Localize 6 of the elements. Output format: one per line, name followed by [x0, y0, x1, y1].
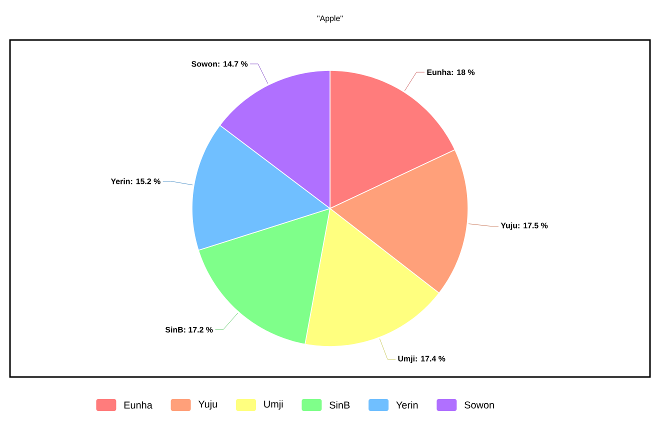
legend-label: SinB	[330, 401, 350, 409]
legend-label: Sowon	[464, 401, 494, 409]
legend-label: Yuju	[198, 400, 217, 410]
legend-label: Yerin	[396, 401, 418, 409]
legend-label: Umji	[264, 400, 283, 410]
legend-label: Eunha	[124, 401, 152, 409]
